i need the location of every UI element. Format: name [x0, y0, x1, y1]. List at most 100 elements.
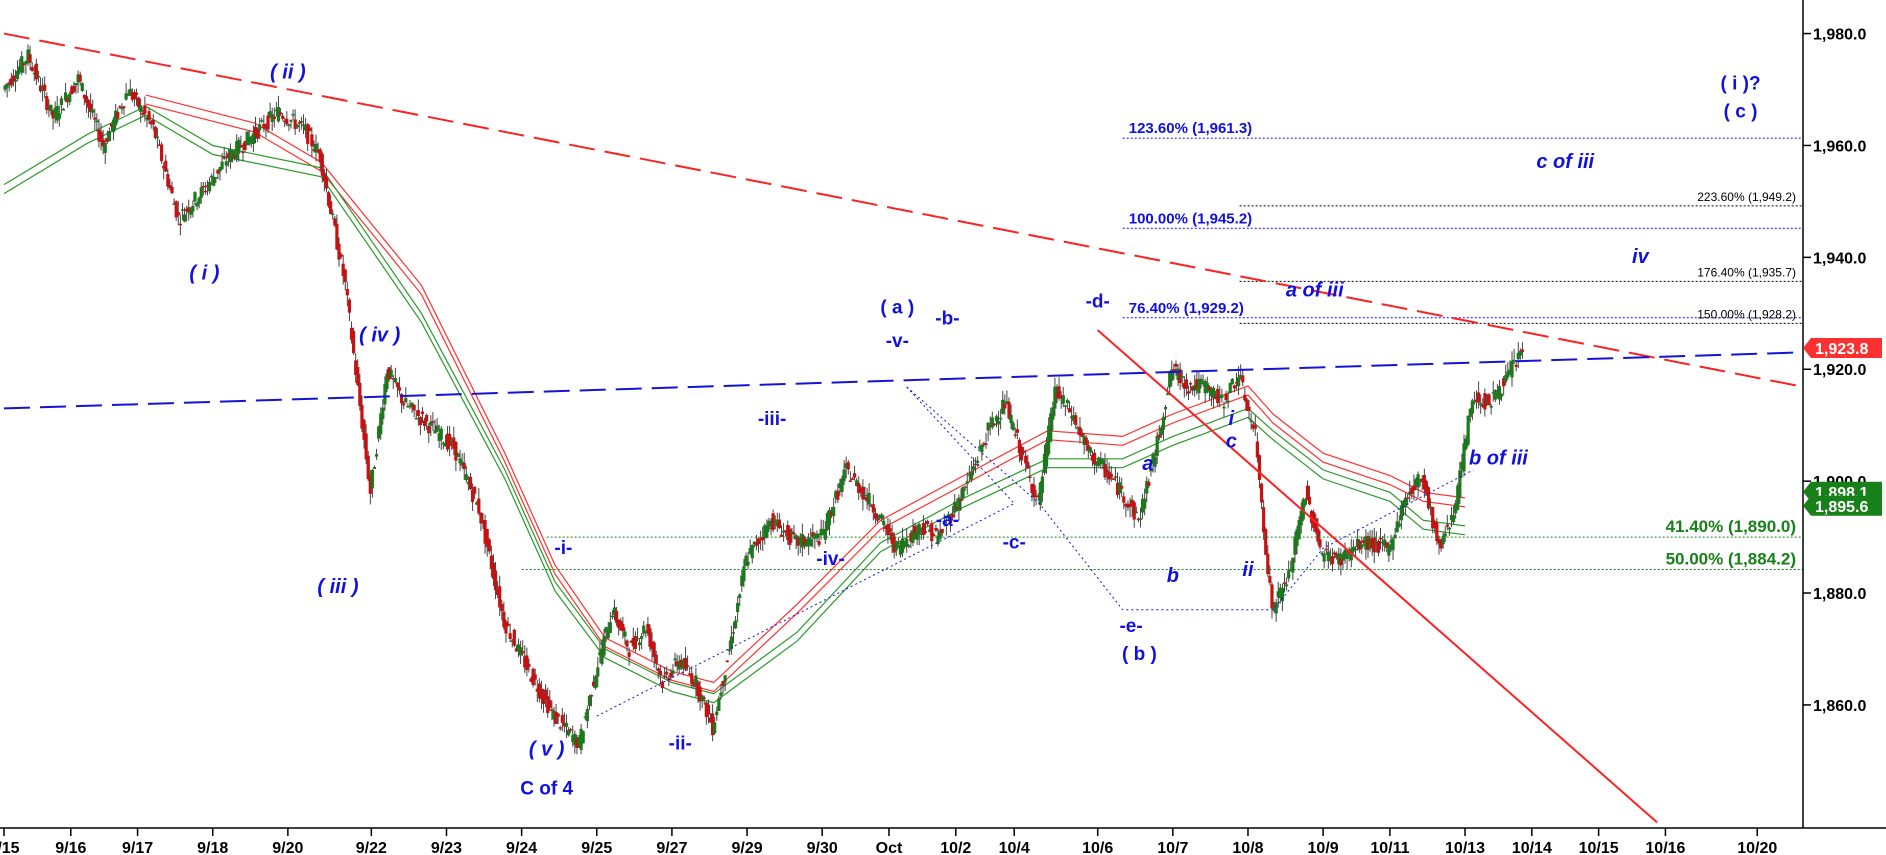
candle-body [771, 513, 775, 531]
candle-body [784, 530, 788, 533]
fib-level-label: 41.40% (1,890.0) [1666, 517, 1796, 536]
candle-body [289, 120, 293, 122]
candle-body [1328, 558, 1333, 562]
candle-body [1282, 582, 1287, 584]
candle-body [577, 737, 581, 745]
candle-body [468, 476, 473, 490]
wave-label: i [1228, 408, 1234, 430]
candle-body [813, 533, 817, 539]
candle-body [516, 644, 521, 652]
candle-body [433, 430, 437, 434]
candle-body [274, 109, 278, 112]
candle-body [182, 214, 187, 222]
candle-body [1143, 498, 1147, 509]
candle-body [1034, 495, 1038, 497]
candle-body [1397, 523, 1401, 527]
candle-body [24, 61, 28, 65]
candle-body [675, 661, 679, 667]
candle-body [322, 173, 326, 182]
candle-body [685, 665, 690, 667]
candle-body [498, 586, 502, 608]
candle-body [422, 420, 427, 426]
candle-body [1155, 435, 1159, 456]
candle-body [30, 67, 34, 71]
candle-body [1140, 498, 1145, 513]
candle-body [1017, 439, 1022, 454]
candle-body [1520, 349, 1525, 352]
candle-body [1053, 386, 1057, 409]
candle-body [335, 223, 339, 250]
candle-body [819, 528, 823, 536]
fib-level-label: 100.00% (1,945.2) [1129, 210, 1252, 227]
candle-body [1268, 576, 1272, 583]
candle-body [99, 131, 103, 142]
candle-body [291, 114, 295, 116]
candle-body [364, 433, 368, 460]
candle-body [168, 185, 172, 188]
candle-body [1284, 584, 1289, 587]
candle-body [1051, 407, 1055, 420]
candle-body [410, 402, 414, 406]
moving-average-line [3, 114, 1466, 704]
candle-body [1247, 406, 1251, 411]
candle-body [1485, 400, 1489, 403]
candle-body [109, 123, 114, 127]
candle-body [155, 136, 160, 139]
wave-label: b of iii [1469, 447, 1528, 469]
candle-body [1499, 394, 1504, 397]
x-tick-label: 10/8 [1232, 840, 1263, 855]
candle-body [354, 360, 358, 375]
candle-body [270, 114, 274, 122]
candle-body [733, 620, 738, 629]
trendline [3, 351, 1800, 410]
candle-body [1005, 401, 1009, 404]
candle-body [548, 699, 552, 708]
price-badge-label: 1,895.6 [1815, 499, 1868, 516]
candle-body [1416, 474, 1420, 488]
candle-body [514, 648, 519, 652]
candle-body [63, 92, 68, 101]
candle-body [1193, 384, 1197, 391]
candle-body [1024, 455, 1028, 464]
trendline [1097, 329, 1658, 824]
candle-body [218, 167, 222, 172]
candle-body [633, 636, 637, 649]
candle-body [999, 417, 1003, 420]
candle-body [1462, 443, 1466, 472]
candle-body [1040, 476, 1044, 493]
candle-body [1109, 473, 1113, 478]
candle-body [427, 425, 431, 434]
candle-body [400, 394, 404, 404]
candle-body [1218, 395, 1222, 399]
candle-body [940, 528, 944, 534]
candle-body [614, 610, 619, 623]
candle-body [473, 486, 477, 494]
candle-body [477, 498, 481, 514]
candle-body [1422, 474, 1426, 490]
candle-body [761, 536, 765, 541]
wave-label: -ii- [669, 734, 692, 755]
candle-body [1326, 551, 1330, 562]
candle-body [34, 63, 38, 80]
candle-body [1222, 406, 1226, 409]
candle-body [241, 151, 245, 154]
candle-body [1134, 511, 1138, 514]
candle-body [343, 269, 347, 283]
candle-body [395, 382, 400, 388]
candle-body [863, 494, 867, 497]
candle-body [836, 490, 840, 500]
candle-body [78, 74, 82, 82]
candle-body [1401, 500, 1406, 508]
candle-body [1437, 538, 1441, 544]
wave-label: ( iv ) [359, 324, 400, 346]
moving-average-line [145, 94, 1466, 684]
candle-body [502, 611, 506, 628]
candle-body [575, 737, 579, 748]
wave-label: -b- [935, 308, 959, 329]
candle-body [1395, 521, 1399, 533]
candle-body [1015, 429, 1019, 433]
candle-body [49, 104, 53, 112]
candle-body [1220, 394, 1224, 398]
candle-body [512, 629, 516, 646]
candle-body [1214, 396, 1218, 399]
